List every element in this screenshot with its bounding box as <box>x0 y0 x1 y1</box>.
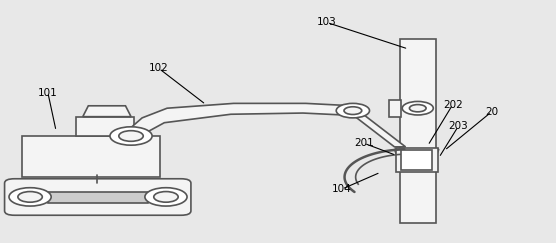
Polygon shape <box>131 103 353 144</box>
Polygon shape <box>348 111 405 147</box>
Circle shape <box>119 131 143 141</box>
Circle shape <box>154 191 178 202</box>
Circle shape <box>336 103 370 118</box>
Circle shape <box>18 191 42 202</box>
Polygon shape <box>394 149 439 156</box>
Circle shape <box>145 188 187 206</box>
Circle shape <box>9 188 51 206</box>
Text: 101: 101 <box>38 87 58 97</box>
Circle shape <box>110 127 152 145</box>
Text: 20: 20 <box>485 107 498 117</box>
Circle shape <box>344 107 362 114</box>
Polygon shape <box>76 117 134 136</box>
Text: 202: 202 <box>443 100 463 110</box>
Text: 201: 201 <box>354 138 374 148</box>
Bar <box>396 148 438 172</box>
Text: 103: 103 <box>317 17 337 27</box>
Circle shape <box>409 104 426 112</box>
FancyBboxPatch shape <box>4 179 191 215</box>
Circle shape <box>402 101 433 115</box>
Bar <box>400 39 436 223</box>
Text: 203: 203 <box>448 121 468 131</box>
Polygon shape <box>83 106 131 117</box>
Bar <box>22 136 161 177</box>
Text: 104: 104 <box>332 184 351 194</box>
Polygon shape <box>389 100 401 117</box>
Bar <box>401 150 432 170</box>
Bar <box>48 191 148 203</box>
Text: 102: 102 <box>149 63 168 73</box>
